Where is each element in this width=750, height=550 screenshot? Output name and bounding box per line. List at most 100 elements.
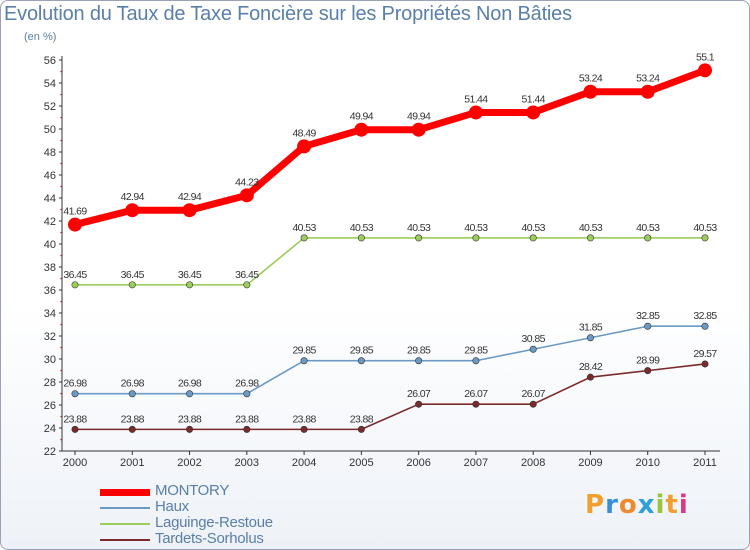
data-label: 29.57 (693, 348, 717, 360)
y-minor-tick (60, 208, 62, 211)
x-tick-label: 2010 (635, 457, 659, 469)
y-tick-label: 56 (44, 55, 56, 67)
data-point (128, 281, 136, 289)
data-labels: 41.69 42.94 42.94 44.23 48.49 49.94 49.94 51.44… (63, 51, 718, 425)
data-point (586, 373, 594, 381)
y-tick-label: 46 (44, 170, 56, 182)
data-point (300, 357, 308, 365)
data-point (68, 217, 82, 232)
data-label: 26.07 (464, 388, 488, 400)
data-label: 23.88 (292, 413, 316, 425)
data-point (182, 203, 197, 218)
data-label: 26.98 (121, 378, 145, 390)
data-point (640, 84, 655, 99)
legend-swatch (100, 488, 150, 496)
y-tick-label: 44 (44, 193, 56, 205)
y-axis-ticks: 22 24 26 28 30 32 34 36 38 40 42 44 46 48 50 52 54 56 (44, 55, 62, 458)
data-point (415, 357, 423, 365)
data-label: 28.99 (636, 355, 660, 367)
data-point (300, 234, 308, 242)
data-label: 40.53 (292, 222, 316, 234)
legend-label: Haux (155, 498, 189, 515)
data-point (243, 425, 251, 433)
data-label: 42.94 (121, 191, 145, 203)
series-line-laguinge-restoue (75, 237, 705, 286)
data-point (71, 390, 79, 398)
data-label: 26.07 (522, 388, 546, 400)
y-minor-tick (60, 93, 62, 96)
x-axis-ticks: 2000 2001 2002 2003 2004 2005 2006 2007 2008 2009… (63, 451, 717, 469)
data-point (125, 203, 140, 218)
data-label: 31.85 (579, 322, 603, 334)
data-label: 29.85 (464, 345, 488, 357)
data-label: 44.23 (235, 176, 259, 188)
data-label: 40.53 (464, 222, 488, 234)
data-label: 48.49 (292, 127, 316, 139)
data-label: 26.98 (178, 378, 202, 390)
data-point (243, 390, 251, 398)
data-point (71, 425, 79, 433)
data-point (186, 425, 194, 433)
data-point (468, 105, 483, 120)
series-points (68, 63, 712, 433)
y-minor-tick (60, 277, 62, 280)
data-point (472, 357, 480, 365)
data-label: 26.98 (63, 378, 87, 390)
data-point (698, 63, 712, 78)
proxiti-logo: Proxiti (585, 490, 689, 520)
data-point (472, 234, 480, 242)
y-tick-label: 54 (44, 78, 56, 90)
data-label: 36.45 (178, 269, 202, 281)
y-minor-tick (60, 300, 62, 303)
y-tick-label: 24 (44, 423, 56, 435)
x-tick-label: 2011 (693, 457, 717, 469)
data-label: 51.44 (522, 93, 546, 105)
data-label: 30.85 (522, 333, 546, 345)
y-tick-label: 48 (44, 147, 56, 159)
data-label: 23.88 (63, 413, 87, 425)
data-point (239, 188, 254, 203)
data-label: 42.94 (178, 191, 202, 203)
data-label: 36.45 (121, 269, 145, 281)
data-label: 28.42 (579, 361, 603, 373)
axes (61, 56, 720, 452)
y-tick-label: 22 (44, 446, 56, 458)
y-minor-tick (60, 231, 62, 234)
y-tick-label: 38 (44, 262, 56, 274)
series-lines (74, 67, 707, 431)
data-point (415, 234, 423, 242)
data-point (357, 357, 365, 365)
data-point (357, 425, 365, 433)
data-point (529, 400, 537, 408)
data-point (526, 105, 541, 120)
data-label: 32.85 (636, 310, 660, 322)
series-line-haux (75, 325, 705, 395)
legend-label: MONTORY (155, 482, 230, 499)
legend-swatch (100, 507, 150, 509)
data-label: 29.85 (292, 345, 316, 357)
data-point (701, 234, 709, 242)
chart-title: Evolution du Taux de Taxe Foncière sur l… (4, 3, 572, 25)
data-point (411, 122, 426, 137)
data-point (586, 334, 594, 342)
data-label: 49.94 (407, 111, 431, 123)
data-label: 55.1 (696, 51, 715, 63)
data-label: 32.85 (693, 310, 717, 322)
data-label: 51.44 (464, 93, 488, 105)
data-label: 23.88 (350, 413, 374, 425)
data-label: 49.94 (350, 111, 374, 123)
data-label: 40.53 (407, 222, 431, 234)
data-point (472, 400, 480, 408)
data-label: 23.88 (178, 413, 202, 425)
y-minor-tick (60, 323, 62, 326)
x-tick-label: 2002 (177, 457, 201, 469)
data-label: 40.53 (350, 222, 374, 234)
series-line-montory (74, 67, 707, 228)
data-point (243, 281, 251, 289)
x-tick-label: 2005 (349, 457, 373, 469)
y-minor-tick (60, 139, 62, 142)
legend-swatch (100, 523, 150, 525)
data-label: 40.53 (522, 222, 546, 234)
data-point (644, 367, 652, 375)
